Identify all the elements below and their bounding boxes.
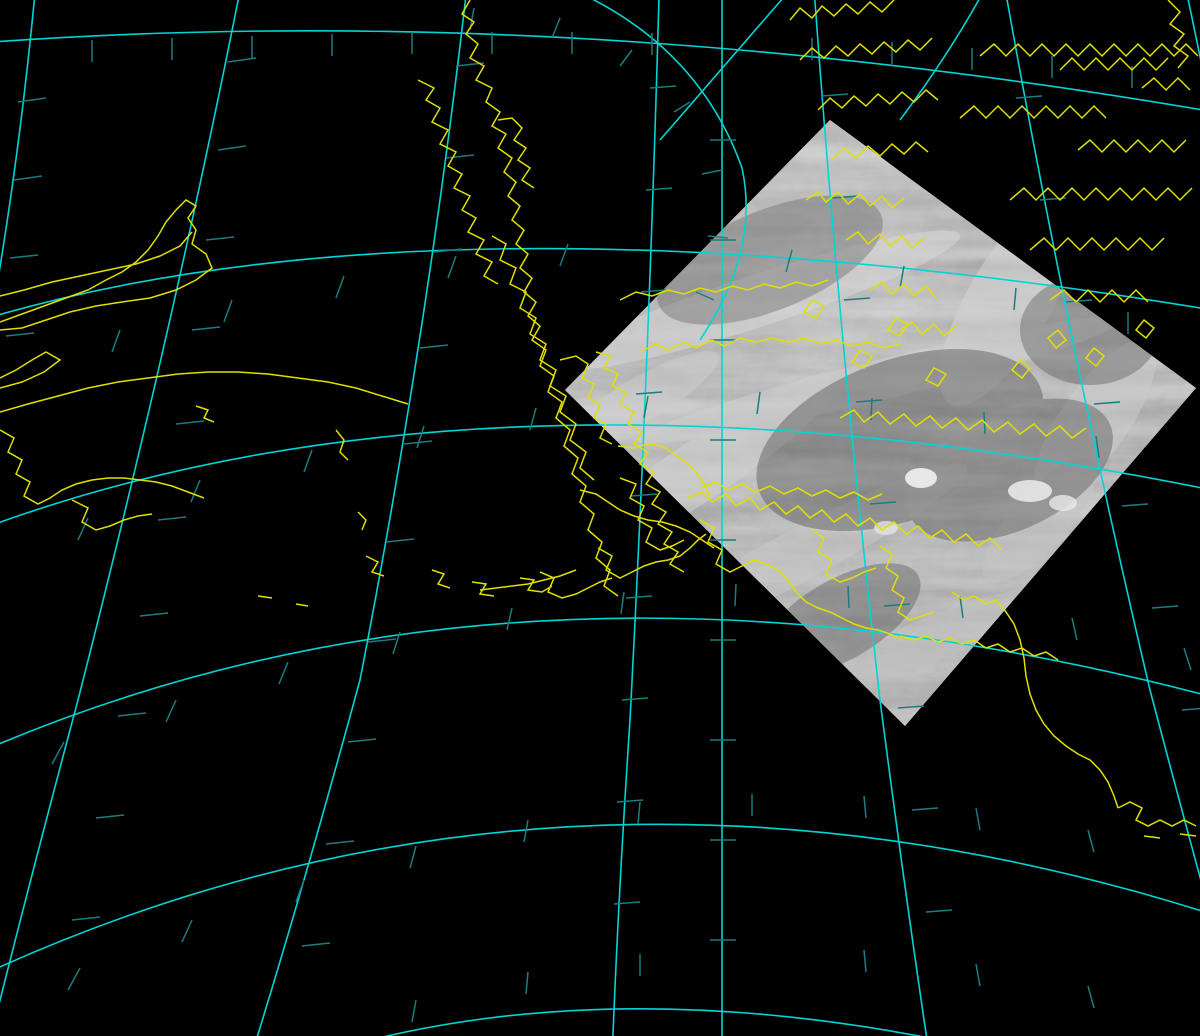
- coastline-island-fragment-1: [1143, 835, 1161, 839]
- coastline-kuskokwim: [579, 489, 715, 549]
- coastline-alaska-west: [595, 351, 685, 573]
- coastline-chukotka-coast: [491, 235, 595, 481]
- meridian-line: [814, 0, 928, 1036]
- graticule-ticks: [5, 7, 1200, 1023]
- coastline-alaska-north: [619, 279, 829, 301]
- coastline-layer[interactable]: [0, 0, 1199, 839]
- coastline-beaufort: [639, 337, 901, 353]
- swath-dark-patches: [657, 195, 1160, 677]
- coastline-siberia-inner: [0, 231, 193, 297]
- coastline-norton-sound: [617, 443, 711, 497]
- meridian-line: [256, 0, 467, 1036]
- meridian-line: [0, 0, 239, 1004]
- parallel-arc: [0, 30, 1200, 111]
- coastline-greenland-edge: [1167, 0, 1190, 69]
- coastline-siberia-south: [0, 351, 62, 389]
- coastline-pacific-nw: [951, 591, 1119, 809]
- coastline-vancouver: [1117, 801, 1197, 827]
- coastline-kamchatka-north: [0, 371, 409, 413]
- meridian-line: [612, 0, 660, 1036]
- meridian-line: [0, 0, 36, 272]
- parallel-arc: [0, 247, 1200, 316]
- coastline-siberia-west: [0, 199, 213, 331]
- coastline-alaska-sw: [539, 571, 613, 599]
- coastline-alaska-south: [687, 491, 1003, 551]
- coastline-aleutians: [195, 405, 553, 607]
- coastline-canadian-archipelago: [789, 0, 1199, 387]
- parallel-arc: [0, 617, 1200, 745]
- coastline-island-fragment-2: [1179, 833, 1197, 837]
- coastline-seward-peninsula: [559, 355, 613, 445]
- coastline-chukchi-peninsula: [497, 117, 535, 189]
- coastline-alaska-inlet: [619, 477, 685, 551]
- coastline-se-alaska: [879, 545, 935, 621]
- meridian-segment: [899, 0, 980, 121]
- parallel-arc-high: [592, 0, 747, 341]
- coastline-bc-inlets: [811, 529, 877, 583]
- parallel-arc: [0, 823, 1200, 968]
- parallel-arc: [0, 424, 1200, 524]
- coastline-bc-south: [899, 635, 1059, 661]
- coastline-mackenzie: [699, 481, 883, 501]
- coastline-canada-arctic-mainland: [839, 409, 1087, 439]
- meridian-line: [1006, 0, 1200, 881]
- coastline-bristol-bay: [479, 569, 577, 591]
- coastline-chukotka-inner: [417, 79, 499, 285]
- parallel-arc: [383, 1008, 924, 1036]
- coastline-kamchatka-tip: [71, 499, 153, 531]
- coastline-bc-coast: [699, 519, 903, 641]
- meridian-segment: [659, 0, 783, 141]
- coastline-chukotka: [461, 0, 619, 597]
- coastline-kamchatka-body: [0, 429, 205, 505]
- coastline-alaska-peninsula: [597, 533, 707, 579]
